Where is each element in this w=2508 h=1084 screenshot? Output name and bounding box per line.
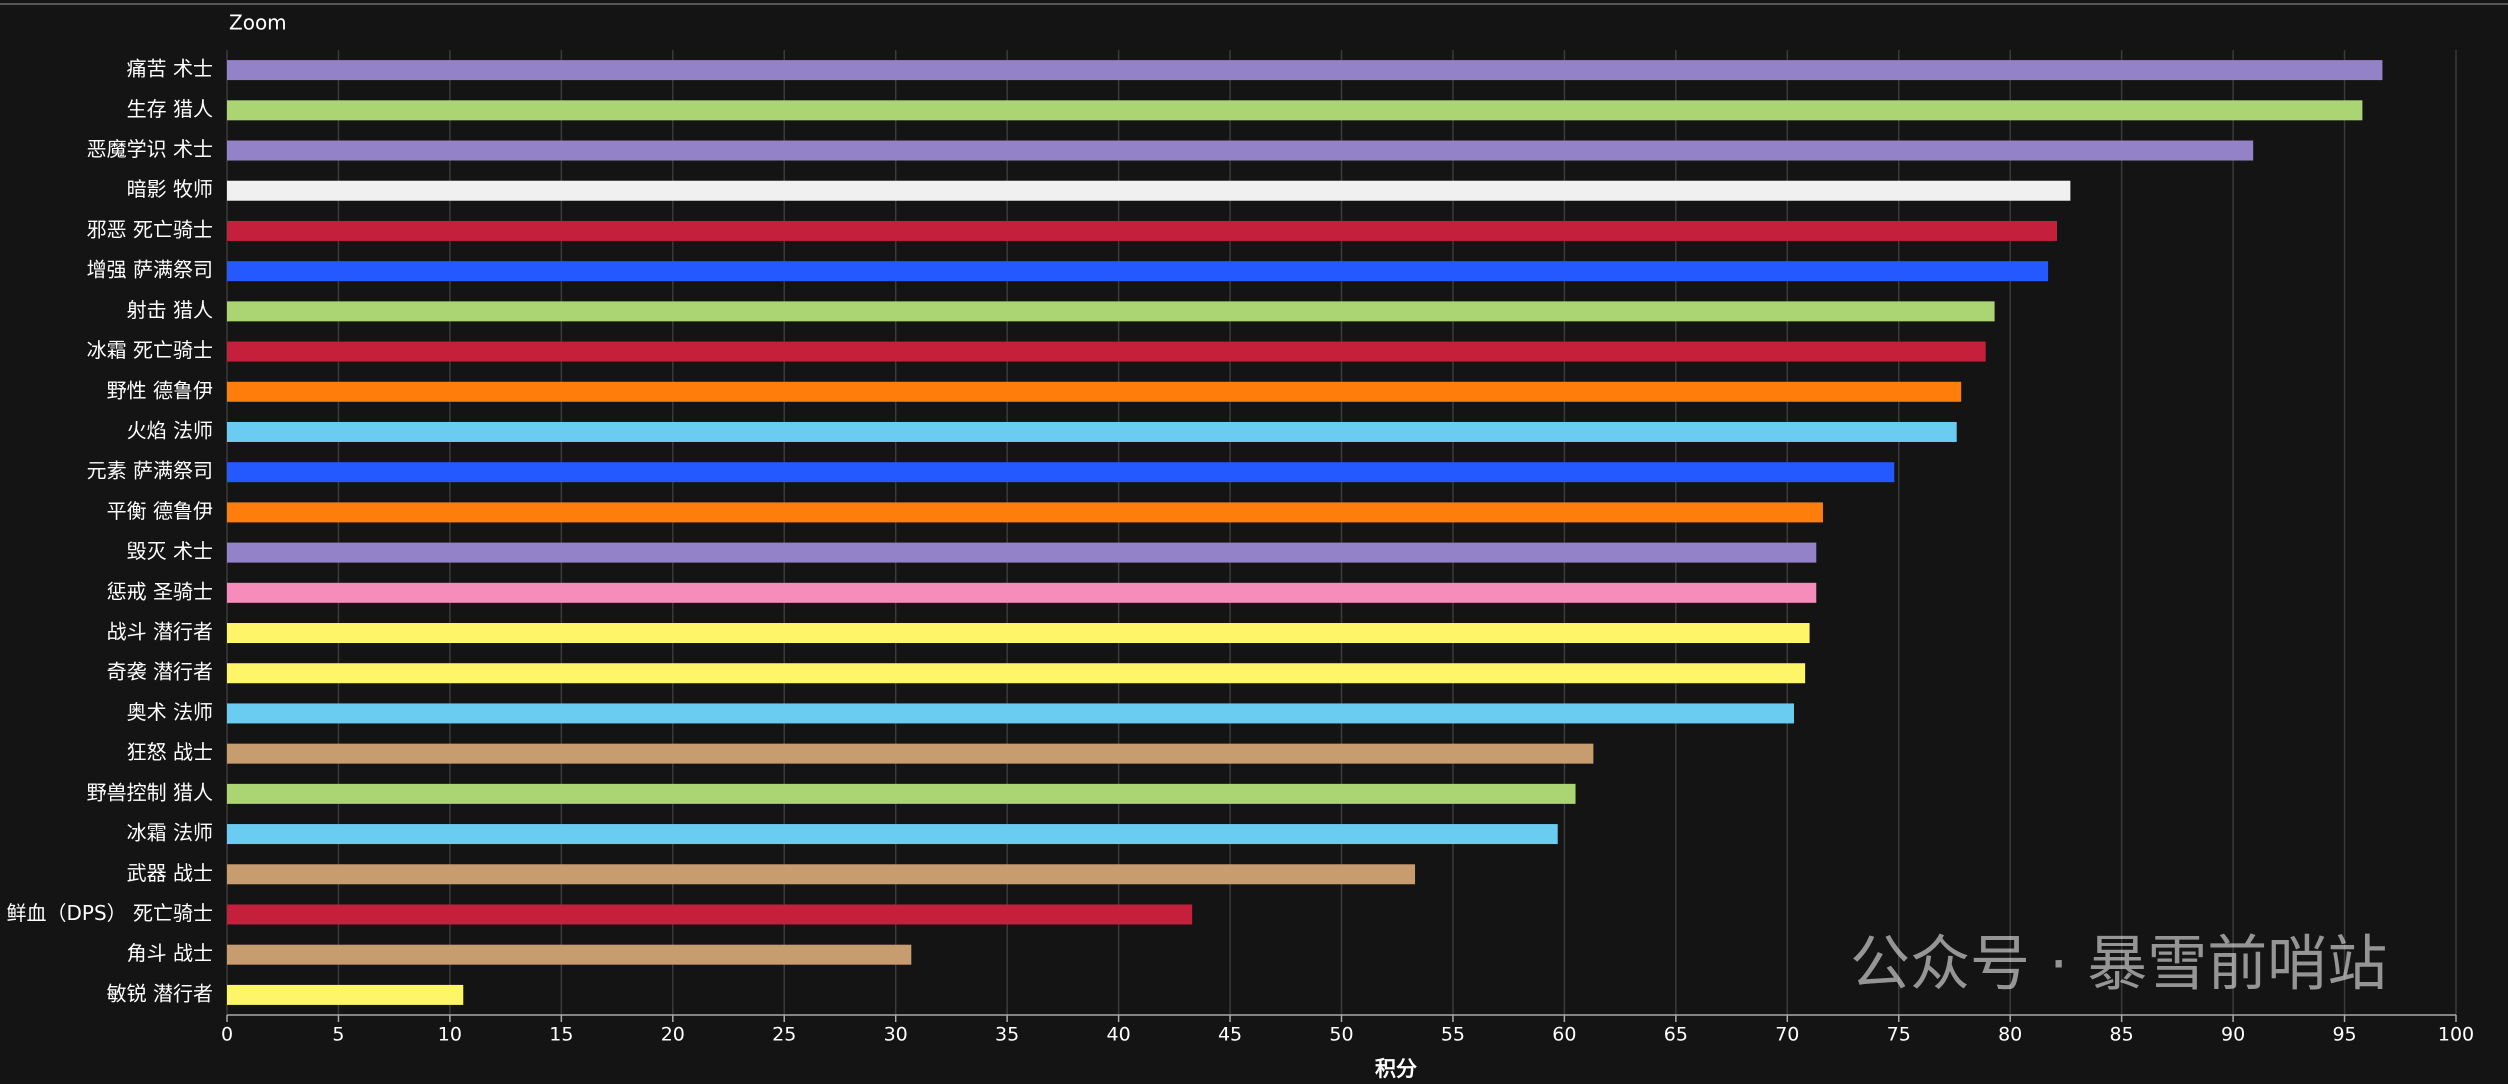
x-tick-label: 55	[1441, 1024, 1465, 1046]
bar	[227, 582, 1817, 603]
y-tick-label: 奥术 法师	[127, 700, 213, 724]
bar	[227, 703, 1794, 724]
x-tick-label: 45	[1218, 1024, 1242, 1046]
bar	[227, 140, 2254, 161]
x-tick-label: 20	[661, 1024, 685, 1046]
x-tick-label: 90	[2221, 1024, 2245, 1046]
bar	[227, 100, 2363, 121]
bar	[227, 421, 1957, 442]
y-tick-label: 恶魔学识 术士	[87, 137, 213, 161]
x-tick-label: 65	[1664, 1024, 1688, 1046]
x-tick-label: 70	[1775, 1024, 1799, 1046]
x-tick-label: 30	[884, 1024, 908, 1046]
x-tick-label: 25	[772, 1024, 796, 1046]
y-tick-label: 冰霜 死亡骑士	[87, 338, 213, 362]
x-tick-label: 75	[1887, 1024, 1911, 1046]
y-tick-label: 敏锐 潜行者	[107, 981, 213, 1005]
y-tick-label: 武器 战士	[127, 861, 213, 885]
bar	[227, 542, 1817, 563]
x-tick-label: 85	[2110, 1024, 2134, 1046]
bar	[227, 864, 1416, 885]
x-tick-label: 60	[1552, 1024, 1576, 1046]
bar	[227, 904, 1193, 925]
y-tick-label: 痛苦 术士	[127, 57, 213, 81]
bar	[227, 502, 1823, 523]
y-tick-label: 惩戒 圣骑士	[107, 579, 213, 603]
x-axis-label: 积分	[1375, 1057, 1417, 1081]
y-tick-label: 射击 猎人	[127, 298, 213, 322]
bar	[227, 220, 2058, 241]
x-tick-label: 40	[1107, 1024, 1131, 1046]
y-tick-label: 野性 德鲁伊	[107, 378, 213, 402]
y-tick-label: 战斗 潜行者	[107, 620, 213, 644]
y-tick-label: 野兽控制 猎人	[87, 780, 213, 804]
y-tick-label: 毁灭 术士	[127, 539, 213, 563]
bar	[227, 984, 464, 1005]
bar	[227, 261, 2049, 282]
bar	[227, 180, 2071, 201]
y-tick-label: 暗影 牧师	[127, 177, 213, 201]
x-tick-label: 35	[995, 1024, 1019, 1046]
y-tick-label: 生存 猎人	[127, 97, 213, 121]
x-tick-label: 50	[1329, 1024, 1353, 1046]
bar	[227, 944, 912, 965]
y-tick-label: 增强 萨满祭司	[87, 258, 213, 282]
x-tick-label: 80	[1998, 1024, 2022, 1046]
y-tick-label: 火焰 法师	[127, 418, 213, 442]
bar	[227, 462, 1895, 483]
x-tick-label: 0	[221, 1024, 233, 1046]
bar	[227, 341, 1986, 362]
y-tick-label: 角斗 战士	[127, 941, 213, 965]
x-tick-label: 95	[2332, 1024, 2356, 1046]
bar	[227, 381, 1962, 402]
bar	[227, 663, 1806, 684]
y-tick-label: 元素 萨满祭司	[87, 459, 213, 483]
x-tick-label: 100	[2438, 1024, 2474, 1046]
bar	[227, 743, 1594, 764]
y-tick-label: 奇袭 潜行者	[107, 660, 213, 684]
bar	[227, 783, 1576, 804]
y-tick-label: 冰霜 法师	[127, 821, 213, 845]
x-tick-label: 15	[549, 1024, 573, 1046]
bar	[227, 824, 1558, 845]
bar	[227, 623, 1810, 644]
y-tick-label: 平衡 德鲁伊	[107, 499, 213, 523]
bar	[227, 301, 1995, 322]
x-tick-label: 5	[332, 1024, 344, 1046]
y-tick-label: 鲜血（DPS） 死亡骑士	[6, 901, 213, 925]
x-tick-label: 10	[438, 1024, 462, 1046]
y-tick-label: 邪恶 死亡骑士	[87, 217, 213, 241]
watermark: 公众号 · 暴雪前哨站	[1850, 930, 2387, 1000]
bar	[227, 60, 2383, 81]
zoom-label: Zoom	[229, 11, 287, 35]
y-tick-label: 狂怒 战士	[127, 740, 213, 764]
